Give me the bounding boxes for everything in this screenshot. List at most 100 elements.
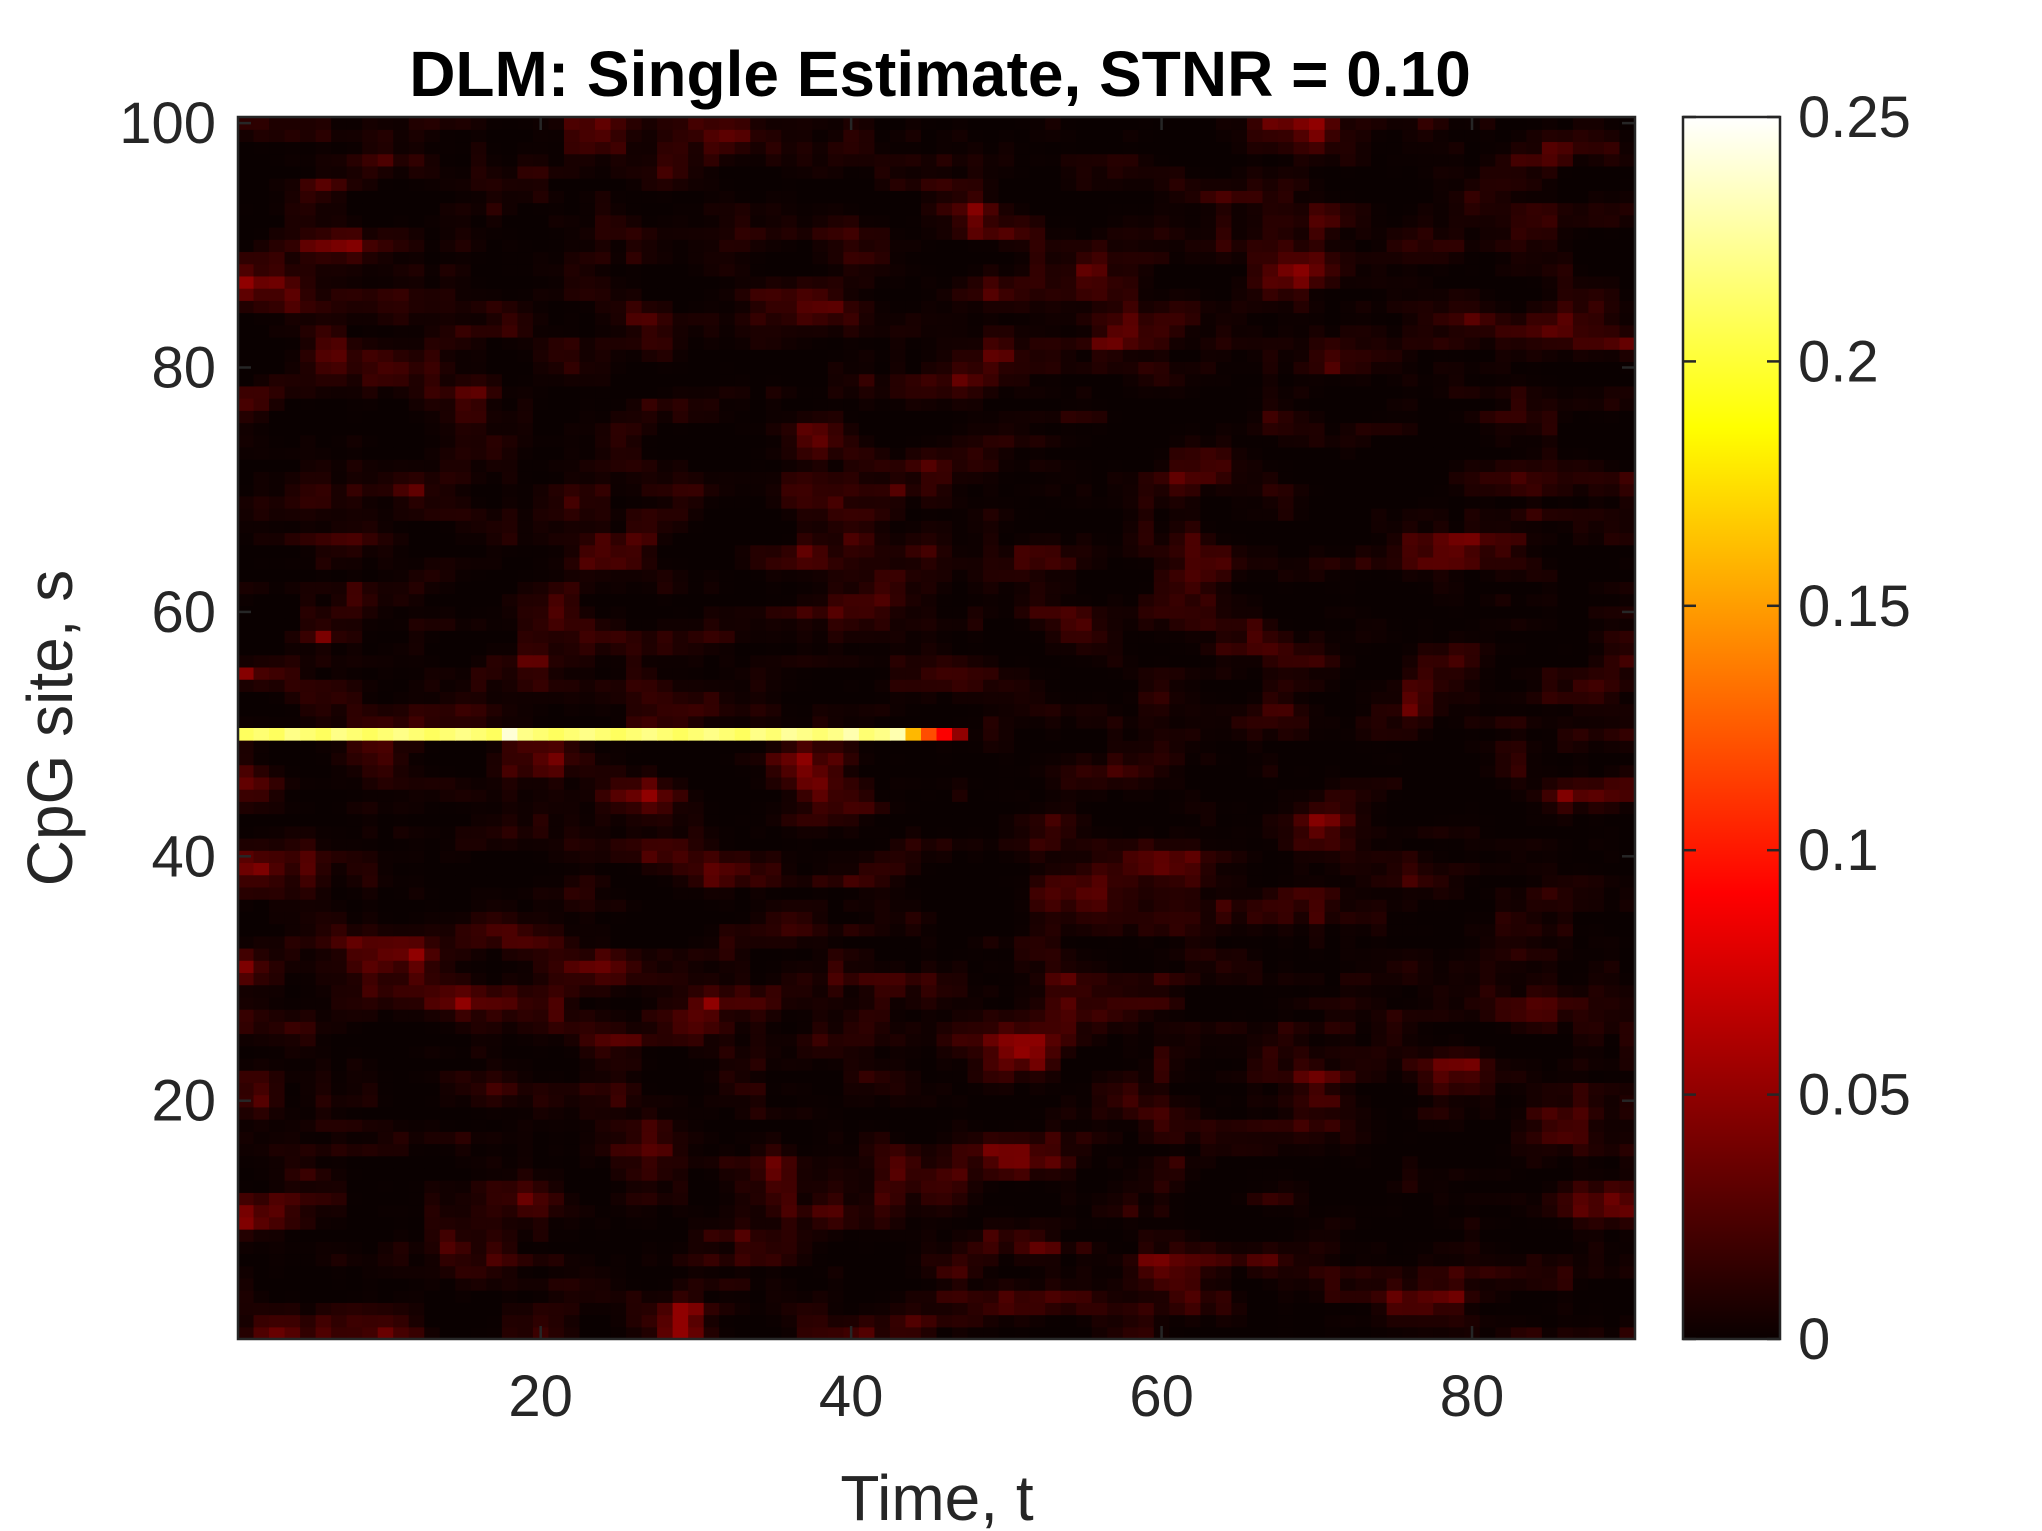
- heatmap-cell: [1417, 1045, 1434, 1059]
- heatmap-cell: [455, 679, 472, 692]
- heatmap-cell: [1122, 935, 1139, 949]
- heatmap-cell: [796, 654, 813, 668]
- heatmap-cell: [1355, 923, 1372, 937]
- heatmap-cell: [1402, 1253, 1419, 1267]
- heatmap-cell: [983, 1167, 1000, 1181]
- heatmap-cell: [936, 679, 953, 692]
- heatmap-cell: [315, 850, 332, 864]
- heatmap-cell: [1557, 886, 1574, 900]
- heatmap-cell: [750, 691, 767, 705]
- heatmap-cell: [641, 1241, 658, 1255]
- heatmap-cell: [1541, 1290, 1558, 1303]
- heatmap-cell: [1619, 1021, 1636, 1035]
- heatmap-cell: [1526, 1216, 1543, 1230]
- heatmap-cell: [238, 837, 255, 851]
- heatmap-cell: [1184, 1290, 1201, 1303]
- heatmap-cell: [765, 1155, 782, 1169]
- heatmap-cell: [1324, 947, 1341, 961]
- heatmap-cell: [532, 874, 550, 888]
- heatmap-cell: [998, 1106, 1015, 1120]
- heatmap-cell: [610, 1033, 627, 1047]
- heatmap-cell: [952, 899, 969, 912]
- heatmap-cell: [1262, 984, 1279, 998]
- heatmap-cell: [1371, 740, 1388, 754]
- heatmap-cell: [1417, 1277, 1434, 1291]
- heatmap-cell: [1045, 1265, 1062, 1279]
- heatmap-cell: [517, 1167, 534, 1181]
- heatmap-cell: [750, 1290, 767, 1303]
- heatmap-cell: [548, 1290, 565, 1303]
- heatmap-cell: [703, 1094, 720, 1108]
- heatmap-cell: [703, 1326, 720, 1340]
- heatmap-cell: [1277, 752, 1295, 766]
- heatmap-cell: [1169, 1277, 1186, 1291]
- heatmap-cell: [626, 911, 643, 925]
- heatmap-cell: [812, 1057, 829, 1071]
- heatmap-cell: [1091, 1143, 1108, 1157]
- heatmap-cell: [362, 1326, 379, 1340]
- heatmap-cell: [346, 1094, 363, 1108]
- heatmap-cell: [439, 1180, 456, 1193]
- heatmap-cell: [532, 886, 550, 900]
- heatmap-cell: [688, 1131, 705, 1145]
- heatmap-cell: [734, 1155, 751, 1169]
- heatmap-cell: [238, 1045, 255, 1059]
- heatmap-cell: [703, 862, 720, 876]
- heatmap-cell: [1417, 1192, 1434, 1206]
- heatmap-cell: [1619, 1131, 1636, 1145]
- heatmap-cell: [1402, 1241, 1419, 1255]
- heatmap-cell: [781, 1326, 798, 1340]
- heatmap-cell: [703, 752, 720, 766]
- heatmap-cell: [300, 972, 317, 986]
- heatmap-cell: [703, 1167, 720, 1181]
- heatmap-cell: [1029, 1106, 1046, 1120]
- heatmap-cell: [501, 960, 518, 973]
- heatmap-cell: [1572, 850, 1590, 864]
- heatmap-cell: [1417, 1326, 1434, 1340]
- heatmap-cell: [874, 801, 891, 815]
- heatmap-cell: [1448, 1265, 1465, 1279]
- heatmap-cell: [765, 1070, 782, 1083]
- heatmap-cell: [1076, 1229, 1093, 1242]
- heatmap-cell: [1495, 1057, 1512, 1071]
- heatmap-cell: [1246, 789, 1264, 802]
- heatmap-cell: [858, 666, 876, 680]
- heatmap-cell: [781, 1033, 798, 1047]
- heatmap-cell: [1541, 1229, 1558, 1242]
- heatmap-cell: [920, 1229, 938, 1242]
- heatmap-cell: [1091, 1009, 1108, 1022]
- heatmap-cell: [346, 886, 363, 900]
- heatmap-cell: [1107, 1021, 1124, 1035]
- heatmap-cell: [827, 789, 844, 802]
- heatmap-cell: [1153, 728, 1170, 741]
- heatmap-cell: [796, 1057, 813, 1071]
- heatmap-cell: [1619, 666, 1636, 680]
- heatmap-cell: [967, 972, 984, 986]
- heatmap-cell: [1433, 1326, 1450, 1340]
- heatmap-cell: [812, 996, 829, 1010]
- heatmap-cell: [1433, 874, 1450, 888]
- heatmap-cell: [796, 1119, 813, 1132]
- heatmap-cell: [889, 996, 907, 1010]
- heatmap-cell: [377, 911, 394, 925]
- heatmap-cell: [315, 1216, 332, 1230]
- heatmap-cell: [1293, 1143, 1310, 1157]
- heatmap-cell: [1169, 1290, 1186, 1303]
- heatmap-cell: [1417, 752, 1434, 766]
- heatmap-cell: [1495, 923, 1512, 937]
- heatmap-cell: [1572, 1155, 1590, 1169]
- heatmap-cell: [1122, 837, 1139, 851]
- heatmap-cell: [1402, 789, 1419, 802]
- heatmap-cell: [1076, 1180, 1093, 1193]
- heatmap-cell: [595, 850, 612, 864]
- heatmap-cell: [331, 1070, 348, 1083]
- heatmap-cell: [548, 1265, 565, 1279]
- heatmap-cell: [843, 874, 860, 888]
- heatmap-cell: [1510, 1082, 1527, 1096]
- heatmap-cell: [1417, 1180, 1434, 1193]
- heatmap-cell: [1526, 850, 1543, 864]
- heatmap-cell: [1293, 1167, 1310, 1181]
- heatmap-cell: [1479, 886, 1496, 900]
- heatmap-cell: [874, 1033, 891, 1047]
- heatmap-cell: [424, 1119, 441, 1132]
